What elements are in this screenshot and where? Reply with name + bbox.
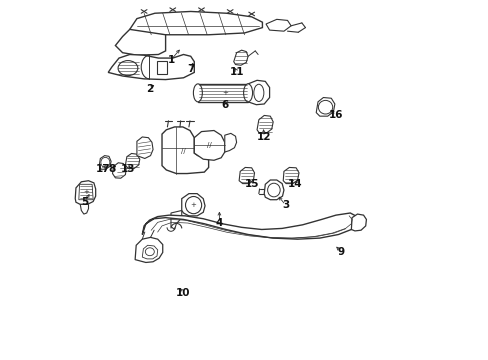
Polygon shape bbox=[265, 19, 290, 31]
Polygon shape bbox=[135, 237, 163, 262]
Text: 3: 3 bbox=[282, 200, 289, 210]
Text: 12: 12 bbox=[257, 132, 271, 142]
Ellipse shape bbox=[101, 157, 110, 167]
Text: +: + bbox=[222, 90, 227, 96]
Polygon shape bbox=[129, 12, 262, 35]
Polygon shape bbox=[156, 61, 167, 74]
Polygon shape bbox=[142, 213, 358, 239]
Polygon shape bbox=[142, 245, 158, 259]
Text: 1: 1 bbox=[167, 55, 174, 65]
Polygon shape bbox=[137, 137, 153, 158]
Text: //: // bbox=[181, 148, 185, 154]
Text: 7: 7 bbox=[186, 64, 194, 74]
Text: 14: 14 bbox=[287, 179, 302, 189]
Polygon shape bbox=[80, 204, 88, 214]
Text: 2: 2 bbox=[145, 84, 153, 94]
Text: 11: 11 bbox=[230, 67, 244, 77]
Polygon shape bbox=[171, 211, 182, 229]
Polygon shape bbox=[115, 30, 165, 55]
Polygon shape bbox=[351, 214, 366, 231]
Ellipse shape bbox=[145, 248, 154, 256]
Text: 10: 10 bbox=[176, 288, 190, 298]
Polygon shape bbox=[239, 167, 254, 184]
Text: +: + bbox=[83, 189, 89, 195]
Polygon shape bbox=[79, 184, 93, 200]
Text: 5: 5 bbox=[81, 197, 88, 207]
Text: 6: 6 bbox=[221, 100, 228, 110]
Text: 17: 17 bbox=[95, 164, 110, 174]
Polygon shape bbox=[233, 50, 247, 65]
Polygon shape bbox=[162, 127, 208, 174]
Polygon shape bbox=[182, 194, 204, 216]
Ellipse shape bbox=[318, 100, 332, 114]
Text: //: // bbox=[207, 142, 212, 148]
Ellipse shape bbox=[185, 197, 201, 214]
Ellipse shape bbox=[193, 84, 202, 102]
Polygon shape bbox=[112, 163, 126, 178]
Ellipse shape bbox=[253, 84, 264, 102]
Text: 9: 9 bbox=[337, 247, 344, 257]
Polygon shape bbox=[316, 98, 334, 116]
Polygon shape bbox=[75, 181, 96, 204]
Text: 8: 8 bbox=[108, 164, 115, 174]
Polygon shape bbox=[257, 116, 273, 134]
Text: 16: 16 bbox=[328, 111, 343, 121]
Polygon shape bbox=[224, 134, 236, 152]
Polygon shape bbox=[283, 167, 298, 184]
Polygon shape bbox=[247, 80, 269, 105]
Text: 13: 13 bbox=[121, 164, 135, 174]
Ellipse shape bbox=[243, 84, 252, 102]
Text: 4: 4 bbox=[215, 218, 223, 228]
Ellipse shape bbox=[118, 60, 138, 76]
Polygon shape bbox=[99, 156, 111, 169]
Text: 15: 15 bbox=[244, 179, 258, 189]
Ellipse shape bbox=[267, 183, 280, 197]
Polygon shape bbox=[194, 131, 224, 160]
Polygon shape bbox=[264, 180, 284, 200]
Polygon shape bbox=[108, 54, 194, 80]
Text: +: + bbox=[190, 202, 196, 208]
Polygon shape bbox=[125, 153, 140, 168]
Polygon shape bbox=[198, 84, 247, 102]
